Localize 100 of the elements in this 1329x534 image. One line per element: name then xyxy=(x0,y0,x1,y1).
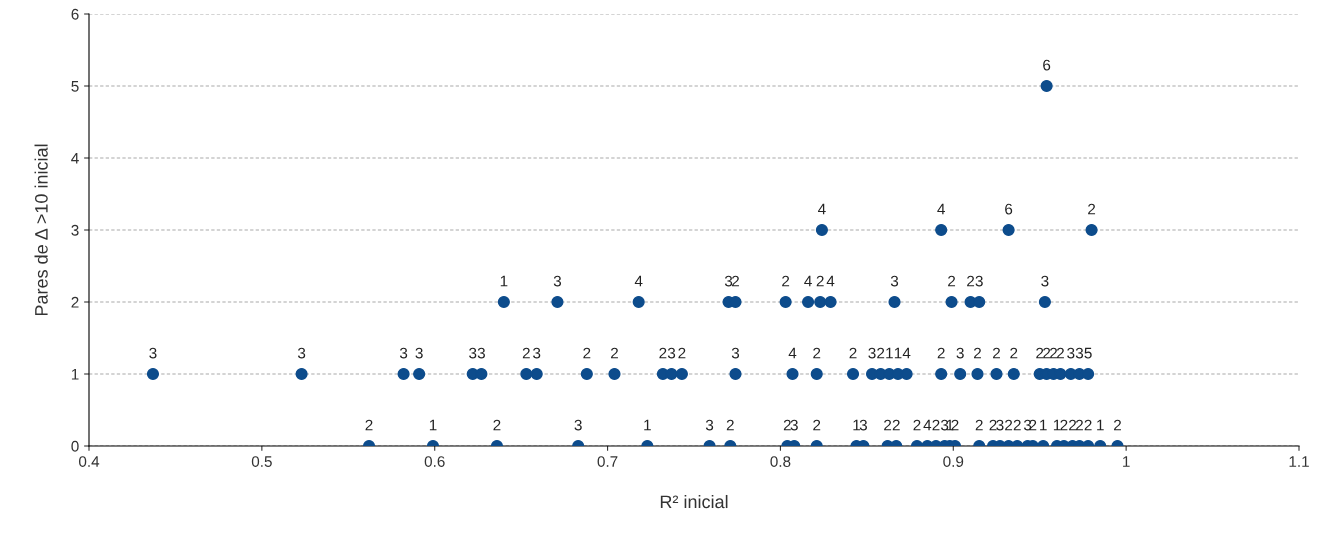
x-tick-label: 0.9 xyxy=(943,456,964,467)
annotation: 4 xyxy=(902,347,911,359)
annotation: 3 xyxy=(533,347,541,359)
annotation: 3 xyxy=(667,347,676,359)
annotation: 2 xyxy=(813,347,821,359)
annotation: 2 xyxy=(816,275,824,287)
annotation: 3 xyxy=(940,419,949,431)
annotation: 2 xyxy=(813,419,821,431)
y-tick-label: 0 xyxy=(71,440,79,452)
annotation: 2 xyxy=(1114,419,1121,431)
annotation: 3 xyxy=(724,275,733,287)
annotation: 2 xyxy=(913,419,921,431)
annotation: 3 xyxy=(859,419,867,431)
annotation: 2 xyxy=(849,347,857,359)
x-tick-label: 1 xyxy=(1123,456,1130,467)
annotation: 2 xyxy=(583,347,591,359)
annotation: 4 xyxy=(804,275,812,287)
y-tick-label: 5 xyxy=(71,81,79,92)
annotation: 2 xyxy=(1036,347,1044,359)
annotation: 2 xyxy=(1043,347,1051,359)
annotation: 2 xyxy=(1010,347,1018,359)
annotation: 2 xyxy=(993,347,1000,359)
annotation: 2 xyxy=(1088,203,1096,215)
annotation: 2 xyxy=(1013,419,1021,431)
x-tick-label: 0.8 xyxy=(770,456,791,467)
y-tick-label: 2 xyxy=(71,296,79,308)
x-tick-label: 0.7 xyxy=(597,456,618,467)
x-tick-label: 0.5 xyxy=(251,456,272,467)
annotation: 3 xyxy=(731,347,740,359)
annotation: 2 xyxy=(974,347,981,359)
annotation: 1 xyxy=(853,419,860,431)
annotation: 3 xyxy=(1067,347,1075,359)
annotation: 2 xyxy=(365,419,373,431)
annotation: 3 xyxy=(790,419,798,431)
annotation: 1 xyxy=(429,419,437,431)
annotation: 6 xyxy=(1043,59,1051,71)
annotation: 2 xyxy=(932,419,940,431)
annotation: 1 xyxy=(1053,419,1061,431)
annotation: 3 xyxy=(469,347,477,359)
annotation: 4 xyxy=(634,275,643,287)
annotation: 3 xyxy=(868,347,876,359)
y-tick-label: 1 xyxy=(71,369,79,380)
annotation: 2 xyxy=(967,275,975,287)
annotation: 4 xyxy=(923,419,932,431)
annotation: 3 xyxy=(574,419,582,431)
annotation: 1 xyxy=(1097,419,1104,431)
annotation: 2 xyxy=(659,347,667,359)
annotation: 4 xyxy=(788,347,797,359)
annotation: 2 xyxy=(783,419,791,431)
annotation: 2 xyxy=(732,275,739,287)
annotation: 2 xyxy=(989,419,997,431)
annotation: 3 xyxy=(553,275,562,287)
annotation: 5 xyxy=(1084,347,1092,359)
annotation: 2 xyxy=(522,347,530,359)
annotation: 3 xyxy=(996,419,1004,431)
annotation: 3 xyxy=(975,275,983,287)
annotation: 3 xyxy=(705,419,714,431)
annotation: 2 xyxy=(1060,419,1068,431)
annotation: 1 xyxy=(1040,419,1047,431)
annotation: 3 xyxy=(1041,275,1049,287)
annotation: 2 xyxy=(782,275,790,287)
x-tick-label: 0.4 xyxy=(78,456,100,467)
annotation: 2 xyxy=(884,419,892,431)
annotation: 4 xyxy=(826,275,835,287)
annotation: 2 xyxy=(1029,419,1037,431)
annotation: 3 xyxy=(149,347,157,359)
annotation: 6 xyxy=(1005,203,1013,215)
x-axis-title: R² inicial xyxy=(660,494,728,509)
annotation: 4 xyxy=(818,203,826,215)
annotation: 1 xyxy=(894,347,902,359)
annotation: 2 xyxy=(937,347,945,359)
annotation: 2 xyxy=(892,419,900,431)
annotation: 1 xyxy=(644,419,651,431)
annotation: 2 xyxy=(726,419,734,431)
x-tick-label: 1.1 xyxy=(1289,456,1309,467)
annotation: 2 xyxy=(1005,419,1013,431)
y-tick-label: 6 xyxy=(71,8,79,20)
annotation: 2 xyxy=(1084,419,1092,431)
annotation: 1 xyxy=(886,347,893,359)
annotation: 2 xyxy=(1075,419,1083,431)
annotation: 1 xyxy=(500,275,508,287)
annotation: 3 xyxy=(890,275,899,287)
annotation: 2 xyxy=(611,347,618,359)
x-tick-label: 0.6 xyxy=(424,456,445,467)
annotation: 2 xyxy=(877,347,885,359)
annotation: 3 xyxy=(297,347,306,359)
annotation: 2 xyxy=(493,419,501,431)
annotation: 3 xyxy=(477,347,485,359)
annotation: 2 xyxy=(1056,347,1064,359)
y-axis-title: Pares de Δ >10 inicial xyxy=(34,144,48,316)
annotation: 2 xyxy=(1050,347,1058,359)
annotation: 3 xyxy=(1075,347,1084,359)
annotation: 3 xyxy=(956,347,964,359)
y-tick-label: 3 xyxy=(71,224,79,236)
annotation: 3 xyxy=(415,347,423,359)
annotation: 2 xyxy=(678,347,686,359)
annotation: 2 xyxy=(1069,419,1077,431)
annotation: 3 xyxy=(399,347,408,359)
annotation: 4 xyxy=(937,203,945,215)
annotation: 2 xyxy=(975,419,983,431)
